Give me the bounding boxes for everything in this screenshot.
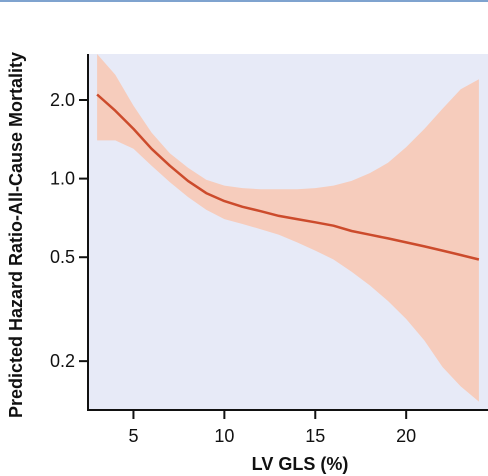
x-tick-label: 10 <box>214 426 234 446</box>
confidence-band <box>97 54 479 402</box>
y-tick-label: 0.5 <box>50 247 75 267</box>
y-axis-ticks: 0.2 0.5 1.0 2.0 <box>50 90 88 371</box>
y-tick-label: 0.2 <box>50 351 75 371</box>
x-axis-ticks: 5 10 15 20 <box>128 410 416 446</box>
top-rule <box>0 0 488 2</box>
y-tick-label: 1.0 <box>50 169 75 189</box>
x-tick-label: 20 <box>396 426 416 446</box>
chart-marks <box>96 54 480 402</box>
x-tick-label: 15 <box>305 426 325 446</box>
y-axis-title: Predicted Hazard Ratio-All-Cause Mortali… <box>6 52 26 418</box>
x-axis-title: LV GLS (%) <box>252 454 349 474</box>
x-tick-label: 5 <box>128 426 138 446</box>
y-tick-label: 2.0 <box>50 90 75 110</box>
hazard-ratio-line <box>96 93 480 261</box>
